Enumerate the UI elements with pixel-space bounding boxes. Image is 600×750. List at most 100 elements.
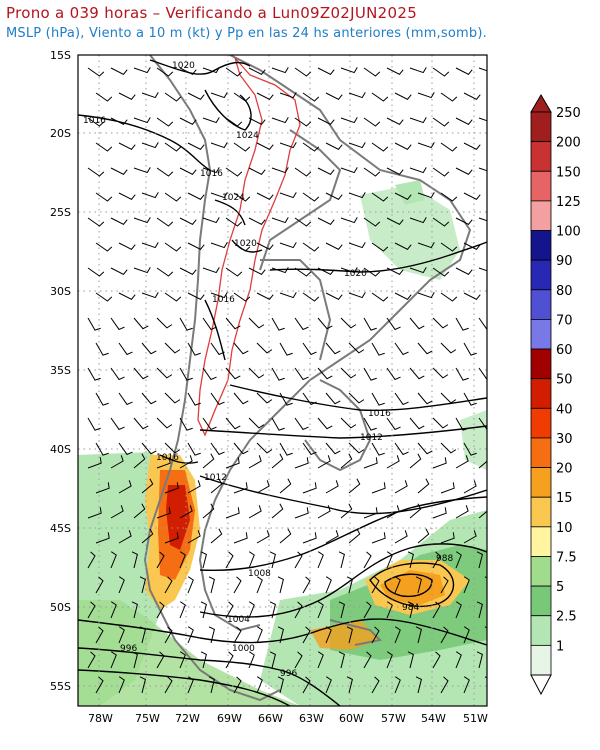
wind-barb bbox=[340, 167, 358, 174]
coastlines bbox=[143, 55, 472, 702]
wind-barb bbox=[110, 601, 117, 619]
wind-barb bbox=[141, 392, 157, 405]
colorbar-swatch bbox=[530, 378, 552, 409]
lon-tick: 69W bbox=[217, 712, 242, 725]
colorbar-label: 15 bbox=[556, 491, 573, 506]
wind-barb bbox=[432, 317, 449, 329]
wind-barb bbox=[141, 342, 157, 355]
wind-barb bbox=[346, 576, 353, 594]
wind-barb bbox=[363, 117, 381, 127]
wind-barb bbox=[478, 117, 487, 122]
wind-barb bbox=[302, 626, 311, 644]
wind-barb bbox=[187, 676, 194, 694]
wind-barb bbox=[164, 482, 179, 494]
wind-barb bbox=[156, 267, 174, 277]
wind-barb bbox=[225, 507, 240, 519]
wind-barb bbox=[394, 392, 409, 406]
wind-barb bbox=[325, 92, 343, 100]
wind-barb bbox=[202, 267, 220, 274]
wind-barb bbox=[363, 601, 372, 619]
wind-barb bbox=[338, 651, 345, 669]
wind-barb bbox=[432, 67, 450, 77]
wind-barb bbox=[463, 676, 470, 694]
wind-barb bbox=[340, 417, 357, 429]
wind-barb bbox=[95, 626, 104, 644]
wind-barb bbox=[432, 167, 450, 177]
colorbar-bottom-arrow bbox=[530, 674, 552, 696]
wind-barb bbox=[409, 453, 422, 469]
wind-barb bbox=[269, 651, 276, 669]
wind-barb bbox=[409, 367, 425, 380]
wind-barb bbox=[164, 242, 182, 252]
wind-barb bbox=[118, 392, 133, 406]
wind-barb bbox=[133, 503, 146, 519]
wind-barb bbox=[302, 532, 317, 544]
wind-barb bbox=[455, 117, 473, 125]
wind-barb bbox=[248, 367, 265, 379]
wind-barb bbox=[233, 242, 251, 252]
wind-barb bbox=[133, 217, 151, 224]
wind-barb bbox=[279, 242, 297, 249]
isobar-label: 1016 bbox=[200, 169, 223, 179]
colorbar-swatch bbox=[530, 496, 552, 528]
wind-barb bbox=[210, 392, 225, 406]
wind-barb bbox=[294, 417, 309, 431]
wind-barb bbox=[317, 505, 331, 519]
wind-barb bbox=[455, 455, 469, 469]
wind-barb bbox=[225, 417, 241, 430]
wind-barb bbox=[409, 217, 427, 224]
wind-barb bbox=[417, 342, 433, 355]
wind-barb bbox=[409, 267, 427, 274]
isobar-label: 1008 bbox=[248, 569, 271, 579]
wind-barb bbox=[348, 478, 361, 494]
wind-barb bbox=[133, 417, 149, 430]
wind-barb bbox=[478, 267, 487, 272]
wind-barb bbox=[256, 242, 274, 250]
wind-barb bbox=[340, 367, 357, 379]
wind-barb bbox=[256, 480, 270, 494]
lat-tick: 20S bbox=[50, 127, 71, 140]
wind-barb bbox=[118, 292, 136, 300]
wind-barb bbox=[248, 505, 262, 519]
wind-barb bbox=[118, 626, 125, 644]
colorbar-label: 100 bbox=[556, 225, 581, 240]
isobar-label: 1020 bbox=[234, 239, 257, 249]
wind-barb bbox=[394, 92, 412, 100]
wind-barb bbox=[187, 192, 205, 200]
wind-barb bbox=[417, 142, 435, 149]
wind-barb bbox=[348, 92, 366, 99]
colorbar-top-arrow bbox=[530, 94, 552, 113]
wind-barb bbox=[225, 117, 243, 127]
wind-barb bbox=[118, 142, 136, 150]
wind-barb bbox=[294, 167, 312, 177]
wind-barb bbox=[463, 142, 481, 150]
wind-barb bbox=[294, 367, 309, 381]
wind-barb bbox=[440, 532, 455, 544]
wind-barb bbox=[386, 267, 404, 275]
wind-barb bbox=[348, 528, 361, 544]
wind-barb bbox=[202, 167, 220, 174]
lat-tick: 50S bbox=[50, 601, 71, 614]
wind-barb bbox=[463, 442, 477, 456]
wind-barb bbox=[371, 142, 389, 152]
wind-barb bbox=[417, 528, 430, 544]
wind-barb bbox=[233, 676, 242, 694]
wind-barb bbox=[141, 92, 159, 99]
wind-barb bbox=[463, 626, 470, 644]
wind-barb bbox=[340, 117, 358, 124]
wind-barb bbox=[302, 576, 311, 594]
wind-barb bbox=[179, 267, 197, 275]
wind-barb bbox=[208, 626, 215, 644]
wind-barb bbox=[440, 392, 457, 404]
wind-barb bbox=[164, 532, 179, 544]
wind-barb bbox=[141, 442, 157, 455]
wind-barb bbox=[302, 192, 320, 202]
wind-barb bbox=[225, 167, 243, 177]
wind-barb bbox=[417, 478, 430, 494]
wind-barb bbox=[463, 576, 470, 594]
wind-barb bbox=[164, 292, 182, 302]
wind-barb bbox=[233, 532, 248, 544]
wind-barb bbox=[225, 217, 243, 227]
colorbar-swatch bbox=[530, 111, 552, 143]
wind-barb bbox=[110, 455, 124, 469]
